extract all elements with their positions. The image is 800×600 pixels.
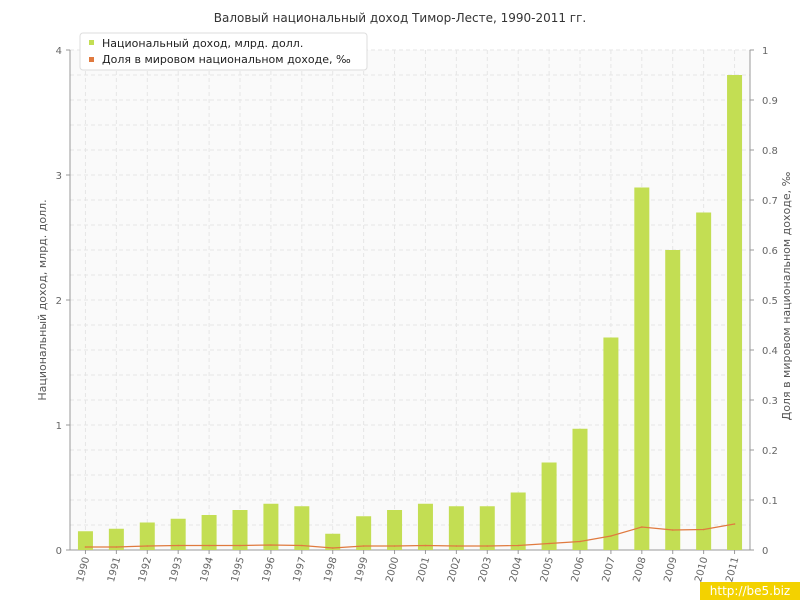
x-tick-label: 2009 <box>662 556 679 583</box>
line-point-2010 <box>702 528 705 531</box>
bar-2006 <box>572 428 588 550</box>
x-tick-label: 1994 <box>199 556 216 583</box>
bar-2008 <box>634 187 650 550</box>
legend-label-bar: Национальный доход, млрд. долл. <box>102 37 303 50</box>
left-tick-label: 4 <box>56 46 62 57</box>
x-tick-label: 2002 <box>446 556 463 583</box>
bar-2009 <box>665 250 681 550</box>
x-tick-label: 1991 <box>106 556 123 583</box>
bar-2010 <box>696 212 712 550</box>
left-tick-label: 1 <box>56 421 62 432</box>
right-tick-label: 0.2 <box>762 446 778 457</box>
bar-2002 <box>448 506 464 550</box>
legend-label-line: Доля в мировом национальном доходе, ‰ <box>102 53 351 66</box>
line-point-2008 <box>641 526 643 528</box>
line-point-2003 <box>486 545 489 547</box>
right-axis-title: Доля в мировом национальном доходе, ‰ <box>780 171 793 420</box>
line-point-1993 <box>177 544 179 547</box>
right-axis-ticks: 0 0.1 0.2 0.3 0.4 0.5 0.6 0.7 0.8 0.9 1 <box>750 46 778 557</box>
line-point-2009 <box>671 529 674 531</box>
x-tick-label: 1999 <box>353 556 370 583</box>
line-point-1997 <box>301 544 303 547</box>
bar-1999 <box>356 516 372 550</box>
left-tick-label: 0 <box>56 546 62 557</box>
x-tick-label: 1995 <box>230 556 247 583</box>
line-point-1990 <box>84 546 87 548</box>
bar-1992 <box>139 522 155 550</box>
right-tick-label: 0.6 <box>762 246 778 257</box>
line-point-1991 <box>115 546 118 548</box>
x-tick-label: 2010 <box>693 556 710 583</box>
x-tick-label: 1990 <box>75 556 92 583</box>
line-point-1992 <box>146 545 149 547</box>
left-tick-label: 3 <box>56 171 62 182</box>
legend: Национальный доход, млрд. долл. Доля в м… <box>79 32 368 71</box>
right-tick-label: 0.1 <box>762 496 778 507</box>
line-share-path <box>85 523 735 549</box>
line-point-2007 <box>610 535 612 537</box>
bar-2007 <box>603 337 619 550</box>
bar-1990 <box>77 531 93 550</box>
line-point-2001 <box>424 544 427 547</box>
bar-2001 <box>417 503 433 550</box>
right-tick-label: 0.7 <box>762 196 778 207</box>
watermark-link[interactable]: http://be5.biz <box>700 582 800 600</box>
line-series <box>84 523 736 549</box>
x-tick-label: 1998 <box>322 556 339 583</box>
line-point-2011 <box>733 523 736 525</box>
bar-1991 <box>108 528 124 550</box>
x-tick-label: 2003 <box>477 556 494 583</box>
bar-1995 <box>232 510 248 550</box>
line-point-2004 <box>517 544 519 547</box>
right-tick-label: 0.4 <box>762 346 778 357</box>
line-point-2000 <box>393 545 396 547</box>
line-point-1996 <box>270 544 272 546</box>
x-tick-label: 2007 <box>601 556 618 583</box>
x-axis-ticks: 1990 1991 1992 1993 1994 1995 1996 1997 1998 1999… <box>75 550 741 583</box>
bar-2011 <box>727 75 743 550</box>
right-tick-label: 0.9 <box>762 96 778 107</box>
x-tick-label: 1993 <box>168 556 185 583</box>
bar-2005 <box>541 462 557 550</box>
x-tick-label: 1992 <box>137 556 154 583</box>
bar-1998 <box>325 533 341 550</box>
line-point-2005 <box>548 542 550 545</box>
x-tick-label: 2005 <box>539 556 556 583</box>
bar-1994 <box>201 515 217 550</box>
line-point-2002 <box>455 545 458 547</box>
x-tick-label: 2001 <box>415 556 432 583</box>
legend-swatch-bar <box>89 40 94 45</box>
x-tick-label: 1996 <box>261 556 278 583</box>
line-point-1995 <box>239 544 241 547</box>
bar-2003 <box>479 506 495 550</box>
right-tick-label: 0 <box>762 546 768 557</box>
x-tick-label: 2008 <box>632 556 649 583</box>
x-tick-label: 2000 <box>384 556 401 583</box>
bar-1993 <box>170 518 186 550</box>
right-tick-label: 0.8 <box>762 146 778 157</box>
x-tick-label: 2006 <box>570 556 587 583</box>
bar-series <box>77 75 743 550</box>
bar-2004 <box>510 492 526 550</box>
bar-2000 <box>387 510 403 550</box>
bar-1997 <box>294 506 310 550</box>
right-tick-label: 1 <box>762 46 768 57</box>
chart-title: Валовый национальный доход Тимор-Лесте, … <box>214 11 586 25</box>
right-tick-label: 0.3 <box>762 396 778 407</box>
line-point-2006 <box>579 540 581 543</box>
right-tick-label: 0.5 <box>762 296 778 307</box>
x-tick-label: 1997 <box>292 556 309 583</box>
left-axis-title: Национальный доход, млрд. долл. <box>36 199 49 400</box>
line-point-1998 <box>331 547 334 549</box>
x-tick-label: 2011 <box>724 556 741 583</box>
left-tick-label: 2 <box>56 296 62 307</box>
legend-box <box>79 32 368 71</box>
legend-swatch-line <box>89 57 94 62</box>
bar-1996 <box>263 503 279 550</box>
line-point-1994 <box>208 544 210 547</box>
line-point-1999 <box>362 545 365 547</box>
x-tick-label: 2004 <box>508 556 525 583</box>
left-axis-ticks: 0 1 2 3 4 <box>56 46 70 557</box>
